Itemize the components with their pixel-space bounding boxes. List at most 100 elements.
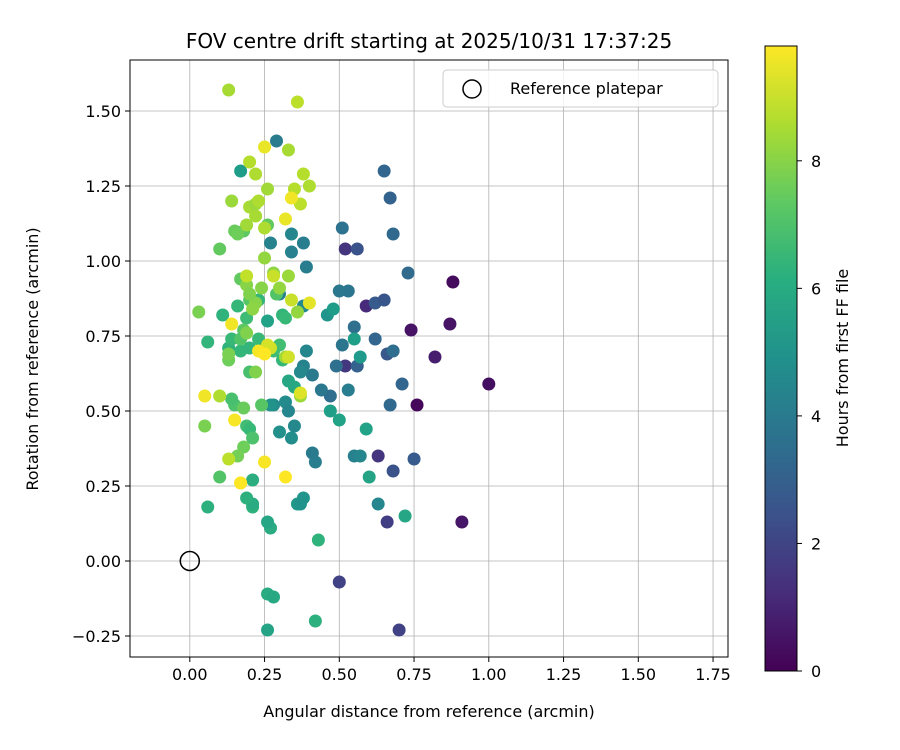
x-tick-label: 0.00 [172, 665, 208, 684]
data-point [255, 281, 269, 295]
data-point [264, 236, 278, 250]
data-point [284, 245, 298, 259]
y-tick-label: 1.50 [85, 102, 121, 121]
data-point [284, 293, 298, 307]
data-point [246, 473, 260, 487]
data-point [278, 470, 292, 484]
data-point [249, 209, 263, 223]
legend: Reference platepar [442, 69, 719, 108]
data-point [258, 140, 272, 154]
data-point [377, 293, 391, 307]
data-point [240, 269, 254, 283]
data-points [192, 83, 496, 637]
data-point [222, 83, 236, 97]
data-point [299, 260, 313, 274]
y-tick-label: 1.25 [85, 177, 121, 196]
data-point [332, 413, 346, 427]
data-point [326, 302, 340, 316]
colorbar-ticks: 0 2 4 6 8 [797, 152, 821, 681]
data-point [249, 365, 263, 379]
data-point [213, 242, 227, 256]
data-point [267, 590, 281, 604]
data-point [293, 497, 307, 511]
data-point [335, 338, 349, 352]
data-point [243, 155, 257, 169]
data-point [386, 344, 400, 358]
data-point [302, 296, 316, 310]
data-point [407, 452, 421, 466]
data-point [201, 335, 215, 349]
data-point [225, 194, 239, 208]
data-point [264, 398, 278, 412]
data-point [395, 377, 409, 391]
legend-entry: Reference platepar [510, 79, 663, 98]
data-point [305, 446, 319, 460]
data-point [249, 167, 263, 181]
data-point [380, 515, 394, 529]
x-tick-label: 0.50 [321, 665, 357, 684]
data-point [428, 350, 442, 364]
data-point [281, 404, 295, 418]
data-point [311, 533, 325, 547]
data-point [443, 317, 457, 331]
data-point [234, 476, 248, 490]
data-point [252, 194, 266, 208]
data-point [362, 470, 376, 484]
data-point [222, 452, 236, 466]
grid-lines [130, 60, 728, 657]
legend-marker [462, 79, 482, 99]
x-tick-label: 0.75 [396, 665, 432, 684]
y-tick-label: 0.50 [85, 402, 121, 421]
data-point [278, 311, 292, 325]
colorbar-tick-label: 0 [811, 662, 821, 681]
data-point [284, 191, 298, 205]
data-point [222, 347, 236, 361]
y-axis-label: Rotation from reference (arcmin) [23, 227, 42, 490]
data-point [350, 242, 364, 256]
data-point [314, 383, 328, 397]
data-point [231, 299, 245, 313]
x-tick-label: 1.25 [546, 665, 582, 684]
data-point [368, 332, 382, 346]
data-point [383, 191, 397, 205]
data-point [296, 236, 310, 250]
y-tick-label: 0.25 [85, 477, 121, 496]
data-point [290, 95, 304, 109]
data-point [377, 164, 391, 178]
data-point [383, 398, 397, 412]
data-point [240, 326, 254, 340]
y-tick-label: 0.00 [85, 552, 121, 571]
data-point [353, 449, 367, 463]
data-point [225, 392, 239, 406]
data-point [234, 164, 248, 178]
data-point [261, 182, 275, 196]
colorbar-tick-label: 6 [811, 279, 821, 298]
data-point [216, 308, 230, 322]
data-point [455, 515, 469, 529]
data-point [281, 143, 295, 157]
colorbar-label: Hours from first FF file [833, 269, 852, 448]
data-point [290, 305, 304, 319]
axis-ticks: 0.00 0.25 0.50 0.75 1.00 1.25 1.50 1.75 −0.25 0.0… [72, 102, 731, 684]
data-point [240, 218, 254, 232]
data-point [404, 323, 418, 337]
data-point [410, 398, 424, 412]
y-tick-label: 0.75 [85, 327, 121, 346]
data-point [273, 281, 286, 295]
data-point [231, 227, 245, 241]
x-tick-label: 1.75 [695, 665, 731, 684]
x-tick-label: 1.50 [620, 665, 656, 684]
data-point [338, 359, 352, 373]
data-point [213, 389, 227, 403]
data-point [398, 509, 412, 523]
data-point [386, 227, 400, 241]
data-point [335, 221, 349, 235]
data-point [302, 179, 316, 193]
data-point [296, 167, 310, 181]
data-point [341, 284, 355, 298]
data-point [401, 266, 415, 280]
colorbar: 0 2 4 6 8 Hours from first FF file [764, 45, 852, 681]
data-point [482, 377, 496, 391]
reference-platepar-marker [179, 550, 201, 572]
